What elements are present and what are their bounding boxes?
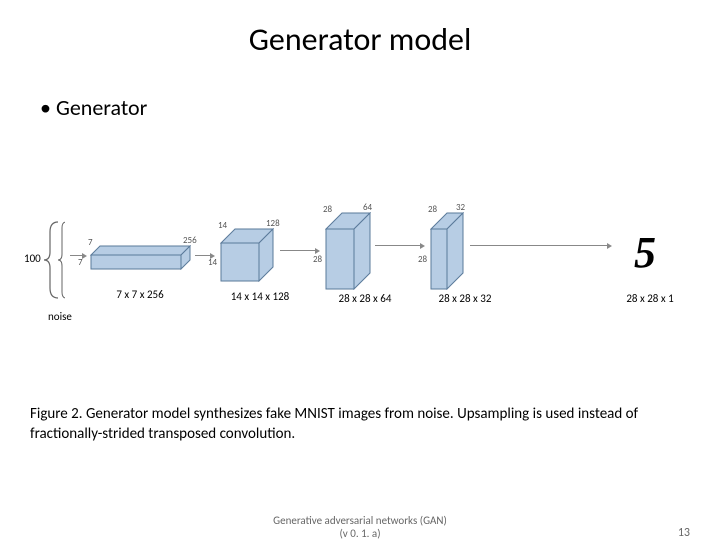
block-caption-0: 7 x 7 x 256 (80, 288, 200, 301)
dim-topleft-1: 14 (218, 220, 227, 231)
noise-dim-label: 100 (24, 252, 41, 265)
footer-line2: (v 0. 1. a) (339, 527, 380, 540)
dim-topleft-2: 28 (323, 204, 332, 215)
arrow-3 (375, 245, 423, 246)
footer-line1: Generative adversarial networks (GAN) (273, 514, 447, 527)
dim-side-3: 28 (418, 254, 427, 265)
output-caption: 28 x 28 x 1 (590, 292, 710, 305)
page-number: 13 (678, 526, 690, 540)
layer-block-3 (430, 212, 464, 290)
layer-block-1 (220, 228, 274, 282)
dim-topright-0: 256 (183, 235, 197, 246)
dim-topleft-0: 7 (88, 237, 93, 248)
dim-topright-2: 64 (363, 202, 372, 213)
output-digit: 5 (620, 228, 670, 278)
arrow-0 (70, 255, 85, 256)
bullet-generator: Generator (40, 94, 720, 121)
dim-topright-3: 32 (456, 202, 465, 213)
dim-topright-1: 128 (266, 218, 280, 229)
arrow-4 (470, 245, 610, 246)
noise-label: noise (48, 310, 72, 323)
block-caption-3: 28 x 28 x 32 (405, 292, 525, 305)
footer: Generative adversarial networks (GAN) (v… (0, 514, 720, 540)
figure-caption: Figure 2. Generator model synthesizes fa… (30, 405, 690, 444)
generator-diagram: 100 noise 725677 x 7 x 256141281414 x 14… (20, 200, 700, 340)
layer-block-0 (90, 245, 191, 270)
layer-block-2 (325, 212, 371, 290)
dim-side-2: 28 (313, 254, 322, 265)
arrow-1 (195, 255, 213, 256)
arrow-2 (280, 250, 318, 251)
block-caption-1: 14 x 14 x 128 (200, 290, 320, 303)
dim-topleft-3: 28 (428, 204, 437, 215)
page-title: Generator model (0, 20, 720, 59)
